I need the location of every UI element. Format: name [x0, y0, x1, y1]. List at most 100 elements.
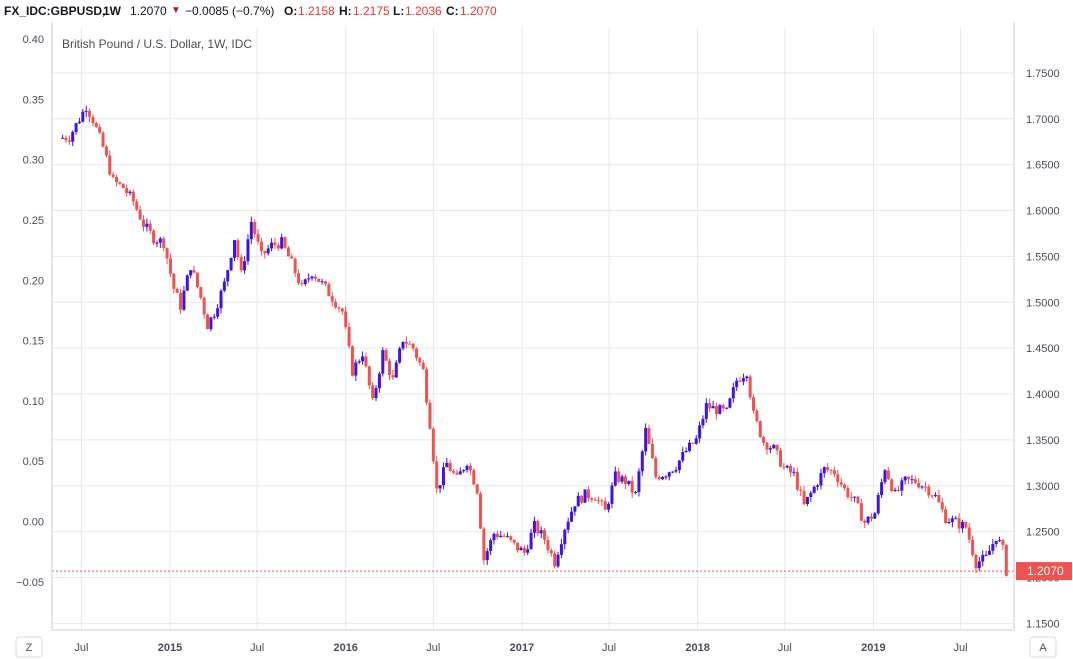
candle-body — [246, 239, 250, 262]
candle-body — [94, 123, 98, 127]
candle-body — [863, 520, 867, 523]
candle-body — [795, 471, 799, 490]
candle-body — [384, 350, 388, 361]
candle-body — [222, 281, 226, 291]
candle-body — [259, 241, 263, 251]
candle-body — [802, 490, 806, 505]
candle-body — [566, 521, 570, 530]
candle-body — [900, 480, 904, 491]
last-price-tag-text: 1.2070 — [1027, 564, 1064, 578]
candle-body — [880, 482, 884, 496]
time-axis[interactable]: Jul 2015 Jul 2016 Jul 2017 Jul 2018 Jul 2019 Jul — [52, 629, 1014, 654]
candle-body — [189, 270, 193, 276]
candle-body — [290, 256, 294, 259]
candle-body — [452, 471, 456, 473]
candle-body — [913, 479, 917, 483]
candle-body — [876, 495, 880, 514]
candle-body — [667, 472, 671, 477]
candle-body — [101, 132, 105, 147]
candle-body — [418, 357, 422, 363]
right-axis-tick: 1.1500 — [1026, 618, 1060, 630]
interval-label[interactable]: 1W — [103, 4, 121, 18]
candle-body — [711, 406, 715, 409]
candle-body — [425, 369, 429, 403]
candle-body — [893, 489, 897, 491]
candle-body — [148, 223, 152, 231]
candle-body — [263, 250, 267, 254]
candle-body — [775, 444, 779, 451]
candle-body — [816, 485, 820, 487]
candle-body — [131, 191, 135, 202]
candle-body — [593, 499, 597, 501]
candle-body — [596, 500, 600, 502]
left-axis[interactable]: 0.40 0.35 0.30 0.25 0.20 0.15 0.10 0.05 0.00 −0.0… — [16, 22, 53, 630]
candle-body — [61, 137, 65, 139]
candle-body — [647, 427, 651, 444]
price-chart[interactable]: British Pound / U.S. Dollar, 1W, IDC 0.4… — [0, 22, 1073, 659]
candle-body — [819, 473, 823, 486]
time-axis-tick: Jul — [250, 642, 264, 654]
candle-body — [482, 528, 486, 561]
candle-body — [620, 476, 624, 482]
candle-body — [822, 467, 826, 474]
candle-body — [772, 444, 776, 449]
candle-body — [923, 486, 927, 488]
right-axis-tick: 1.2500 — [1026, 527, 1060, 539]
candle-body — [930, 495, 934, 497]
candle-body — [735, 380, 739, 388]
candle-body — [630, 480, 634, 493]
candle-body — [334, 301, 338, 308]
candle-body — [576, 495, 580, 507]
candle-body — [91, 116, 95, 124]
candle-body — [698, 425, 702, 439]
candle-body — [256, 234, 260, 242]
candle-body — [910, 479, 914, 481]
open-value: 1.2158 — [298, 4, 335, 18]
candle-body — [273, 242, 277, 246]
right-axis-tick: 1.6000 — [1026, 206, 1060, 218]
candle-body — [661, 476, 665, 480]
candle-body — [950, 518, 954, 523]
candle-body — [317, 278, 321, 282]
candle-body — [994, 540, 998, 545]
candle-body — [249, 221, 253, 240]
candle-body — [421, 362, 425, 370]
scale-z-label: Z — [26, 642, 33, 654]
scale-z-button[interactable]: Z — [15, 636, 43, 658]
candle-body — [88, 110, 92, 117]
candle-body — [162, 238, 166, 249]
candle-body — [297, 273, 301, 284]
candle-body — [394, 362, 398, 378]
candle-body — [843, 484, 847, 489]
candle-body — [307, 278, 311, 280]
candle-body — [873, 513, 877, 519]
candle-body — [361, 356, 365, 362]
candle-body — [118, 182, 122, 184]
candle-body — [128, 191, 132, 194]
candle-body — [998, 540, 1002, 542]
candle-body — [896, 489, 900, 491]
candles — [61, 105, 1008, 577]
candle-body — [371, 385, 375, 399]
auto-scale-button[interactable]: A — [1029, 636, 1057, 658]
candle-body — [108, 155, 112, 175]
candle-body — [465, 465, 469, 470]
down-arrow-icon: ▼ — [171, 5, 181, 16]
candle-body — [640, 451, 644, 472]
candle-body — [964, 521, 968, 528]
candle-body — [125, 188, 129, 194]
candle-body — [532, 521, 536, 533]
candle-body — [634, 492, 638, 494]
candle-body — [441, 467, 445, 486]
candle-body — [563, 529, 567, 545]
candle-body — [266, 248, 270, 254]
candle-body — [859, 503, 863, 521]
auto-scale-label: A — [1039, 642, 1047, 654]
candle-body — [583, 489, 587, 503]
candle-body — [199, 287, 203, 298]
candle-body — [832, 470, 836, 475]
candle-body — [829, 470, 833, 472]
candle-body — [890, 479, 894, 491]
candle-body — [768, 448, 772, 450]
symbol-name[interactable]: FX_IDC:GBPUSD, — [4, 4, 106, 18]
